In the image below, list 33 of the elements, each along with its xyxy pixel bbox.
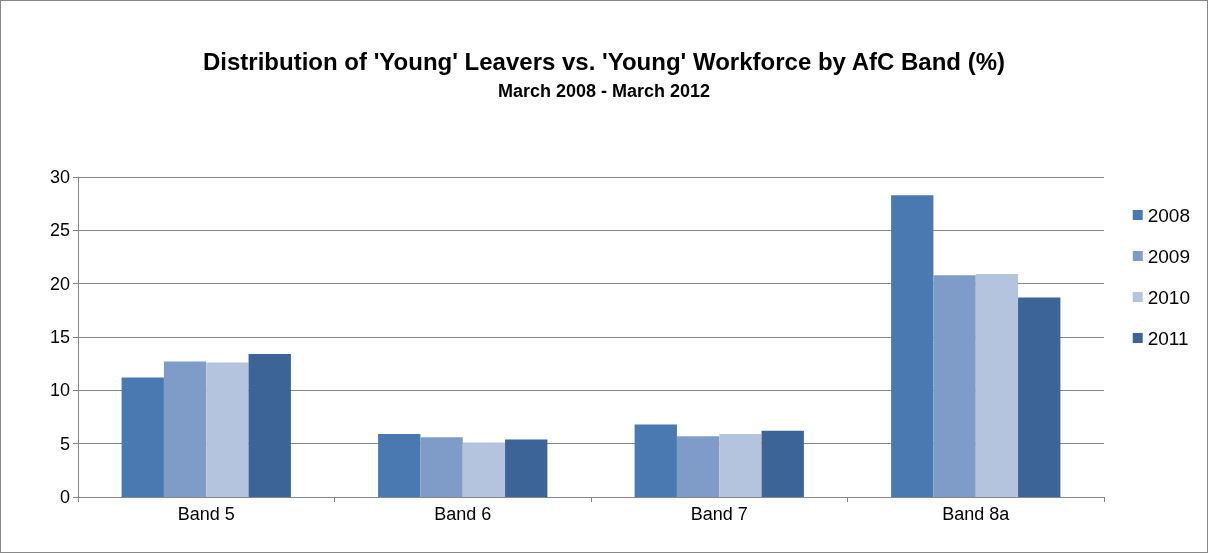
x-tick-label: Band 8a bbox=[942, 504, 1011, 524]
y-tick-label: 15 bbox=[49, 327, 70, 347]
bar bbox=[891, 195, 934, 497]
bar bbox=[163, 361, 207, 497]
bar bbox=[761, 430, 804, 497]
y-tick-label: 25 bbox=[49, 220, 70, 241]
bar bbox=[634, 424, 677, 497]
bar bbox=[505, 439, 548, 497]
legend-label: 2008 bbox=[1147, 204, 1191, 226]
bar bbox=[378, 434, 421, 497]
legend-label: 2010 bbox=[1147, 286, 1191, 308]
y-tick-label: 0 bbox=[59, 487, 70, 507]
bar bbox=[206, 362, 249, 497]
y-tick-label: 30 bbox=[49, 167, 70, 187]
bar bbox=[248, 354, 291, 497]
legend-label: 2009 bbox=[1147, 245, 1191, 267]
bar bbox=[676, 436, 720, 497]
y-tick-label: 20 bbox=[49, 273, 70, 294]
x-tick-label: Band 5 bbox=[177, 504, 235, 524]
bar bbox=[1018, 297, 1061, 497]
bar bbox=[420, 437, 463, 497]
bar bbox=[933, 275, 976, 497]
chart-subtitle: March 2008 - March 2012 bbox=[497, 81, 711, 101]
bar bbox=[975, 274, 1019, 497]
legend-label: 2011 bbox=[1147, 327, 1189, 349]
bar bbox=[121, 377, 164, 497]
bar bbox=[719, 434, 762, 497]
x-tick-label: Band 7 bbox=[690, 504, 748, 524]
y-tick-label: 10 bbox=[49, 380, 70, 401]
y-tick-label: 5 bbox=[59, 433, 70, 454]
chart-title: Distribution of 'Young' Leavers vs. 'Young' Workforce by AfC Band (%) bbox=[203, 47, 1005, 75]
x-tick-label: Band 6 bbox=[434, 504, 492, 524]
bar bbox=[462, 442, 506, 497]
